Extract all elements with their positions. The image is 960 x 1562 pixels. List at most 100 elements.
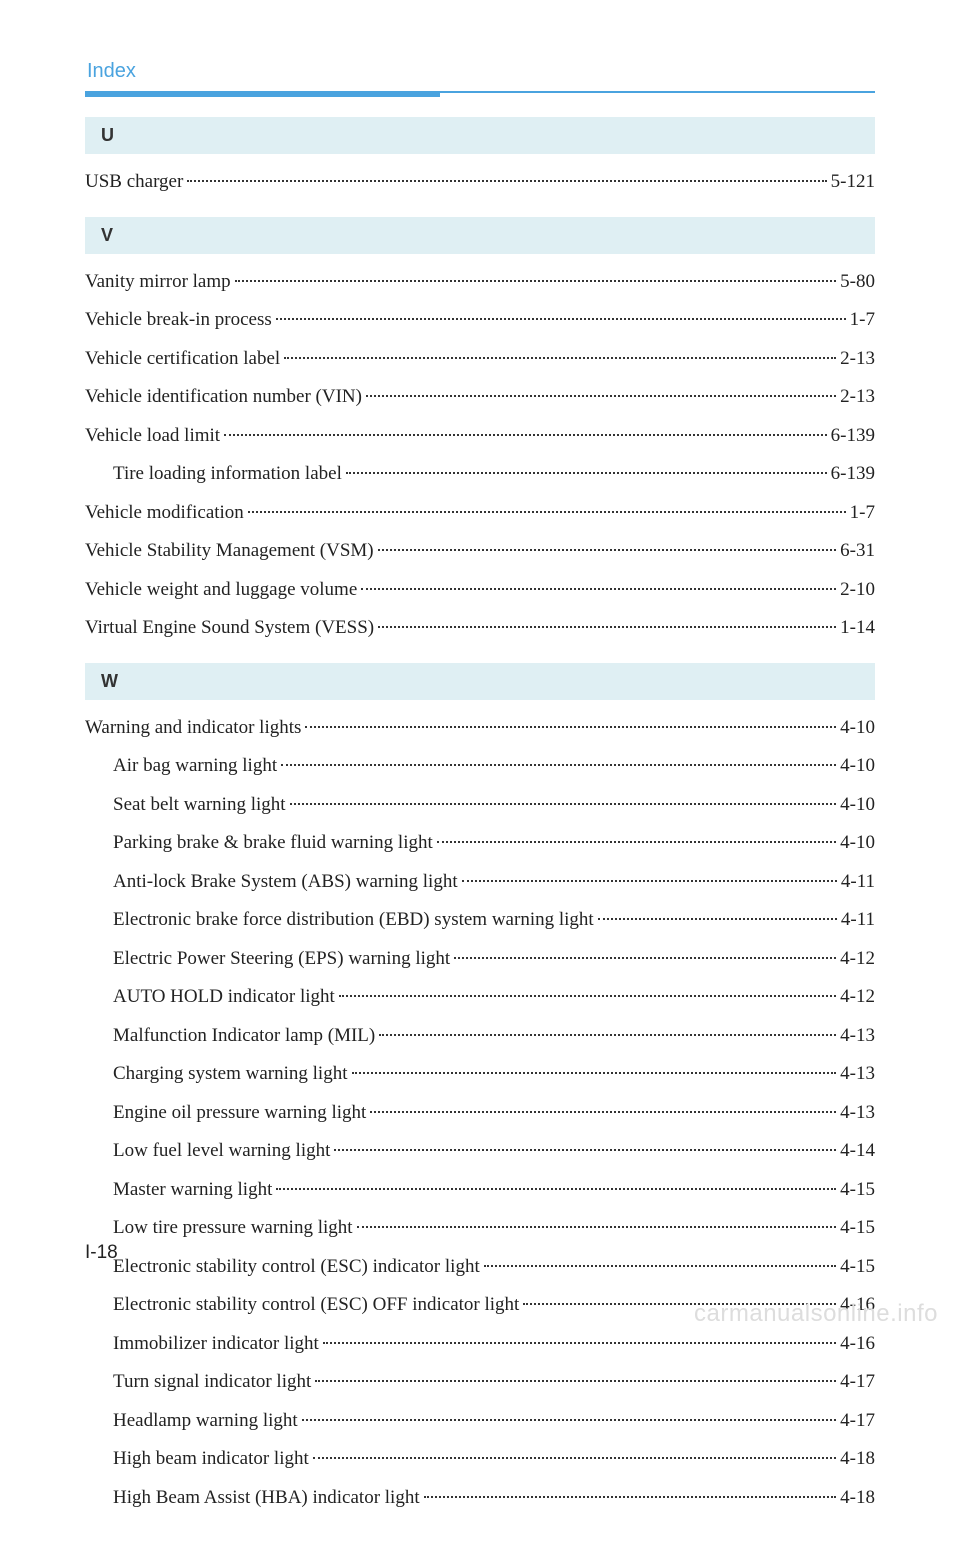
- entry-page: 4-13: [840, 1099, 875, 1128]
- entry-page: 2-13: [840, 383, 875, 412]
- entry-leader-dots: [313, 1457, 836, 1459]
- entry-page: 4-15: [840, 1214, 875, 1243]
- entry-page: 4-15: [840, 1253, 875, 1282]
- index-entry: Electric Power Steering (EPS) warning li…: [85, 945, 875, 974]
- entry-label: Electric Power Steering (EPS) warning li…: [113, 945, 450, 974]
- entry-leader-dots: [339, 995, 836, 997]
- index-entry: Turn signal indicator light 4-17: [85, 1368, 875, 1397]
- entry-label: Seat belt warning light: [113, 791, 286, 820]
- entry-leader-dots: [454, 957, 836, 959]
- header-rule-thin: [440, 91, 875, 93]
- index-entry: Immobilizer indicator light 4-16: [85, 1330, 875, 1359]
- entry-label: Low tire pressure warning light: [113, 1214, 353, 1243]
- entry-page: 4-12: [840, 983, 875, 1012]
- entry-label: Warning and indicator lights: [85, 714, 301, 743]
- entry-page: 2-10: [840, 576, 875, 605]
- entry-leader-dots: [378, 549, 837, 551]
- entry-label: Vehicle weight and luggage volume: [85, 576, 357, 605]
- entry-page: 4-14: [840, 1137, 875, 1166]
- entry-leader-dots: [305, 726, 836, 728]
- index-entry: USB charger 5-121: [85, 168, 875, 197]
- watermark: carmanualsonline.info: [694, 1300, 938, 1328]
- entry-page: 4-16: [840, 1330, 875, 1359]
- entry-page: 4-12: [840, 945, 875, 974]
- entry-label: Electronic stability control (ESC) OFF i…: [113, 1291, 519, 1320]
- index-entry: Vehicle Stability Management (VSM) 6-31: [85, 537, 875, 566]
- entry-label: High Beam Assist (HBA) indicator light: [113, 1484, 420, 1513]
- entry-label: Anti-lock Brake System (ABS) warning lig…: [113, 868, 458, 897]
- entry-label: Parking brake & brake fluid warning ligh…: [113, 829, 433, 858]
- page-number: I-18: [85, 1242, 118, 1264]
- entry-leader-dots: [334, 1149, 836, 1151]
- index-entry: High beam indicator light 4-18: [85, 1445, 875, 1474]
- index-entry: Warning and indicator lights 4-10: [85, 714, 875, 743]
- entry-page: 4-18: [840, 1484, 875, 1513]
- entry-label: Low fuel level warning light: [113, 1137, 330, 1166]
- entry-leader-dots: [378, 626, 836, 628]
- index-entry: Vehicle weight and luggage volume 2-10: [85, 576, 875, 605]
- header-rule: [85, 91, 875, 97]
- index-entry: Anti-lock Brake System (ABS) warning lig…: [85, 868, 875, 897]
- entry-page: 6-139: [831, 422, 875, 451]
- index-entry: Vehicle modification 1-7: [85, 499, 875, 528]
- index-entry: Electronic brake force distribution (EBD…: [85, 906, 875, 935]
- index-entry: Vehicle certification label 2-13: [85, 345, 875, 374]
- entry-leader-dots: [235, 280, 837, 282]
- entry-label: Vehicle Stability Management (VSM): [85, 537, 374, 566]
- entry-leader-dots: [598, 918, 837, 920]
- index-entry: Vehicle identification number (VIN) 2-13: [85, 383, 875, 412]
- entry-page: 5-121: [831, 168, 875, 197]
- entry-label: Malfunction Indicator lamp (MIL): [113, 1022, 375, 1051]
- entry-label: Air bag warning light: [113, 752, 277, 781]
- entry-label: AUTO HOLD indicator light: [113, 983, 335, 1012]
- index-entry: Low tire pressure warning light 4-15: [85, 1214, 875, 1243]
- entry-label: Electronic stability control (ESC) indic…: [113, 1253, 480, 1282]
- index-entry: Tire loading information label 6-139: [85, 460, 875, 489]
- entry-label: Electronic brake force distribution (EBD…: [113, 906, 594, 935]
- index-entry: Master warning light 4-15: [85, 1176, 875, 1205]
- entry-leader-dots: [379, 1034, 836, 1036]
- entry-leader-dots: [281, 764, 836, 766]
- entry-page: 1-14: [840, 614, 875, 643]
- entry-label: Tire loading information label: [113, 460, 342, 489]
- index-entry: Seat belt warning light 4-10: [85, 791, 875, 820]
- entry-label: Vanity mirror lamp: [85, 268, 231, 297]
- entry-leader-dots: [187, 180, 826, 182]
- index-entry: Vehicle load limit 6-139: [85, 422, 875, 451]
- entry-page: 4-11: [841, 906, 875, 935]
- entry-label: Engine oil pressure warning light: [113, 1099, 366, 1128]
- entry-leader-dots: [276, 1188, 836, 1190]
- entry-leader-dots: [424, 1496, 837, 1498]
- entry-label: Vehicle modification: [85, 499, 244, 528]
- entry-page: 4-15: [840, 1176, 875, 1205]
- index-entry: High Beam Assist (HBA) indicator light 4…: [85, 1484, 875, 1513]
- entry-leader-dots: [484, 1265, 836, 1267]
- index-entry: Virtual Engine Sound System (VESS) 1-14: [85, 614, 875, 643]
- entry-page: 4-13: [840, 1022, 875, 1051]
- index-entry: AUTO HOLD indicator light 4-12: [85, 983, 875, 1012]
- entry-label: Vehicle break-in process: [85, 306, 272, 335]
- section-header: V: [85, 217, 875, 254]
- entry-leader-dots: [366, 395, 836, 397]
- entry-label: Immobilizer indicator light: [113, 1330, 319, 1359]
- entry-page: 4-10: [840, 829, 875, 858]
- entry-page: 1-7: [850, 499, 875, 528]
- entry-leader-dots: [315, 1380, 836, 1382]
- entry-leader-dots: [276, 318, 846, 320]
- entry-label: Vehicle certification label: [85, 345, 280, 374]
- entry-page: 2-13: [840, 345, 875, 374]
- entry-leader-dots: [290, 803, 837, 805]
- entry-leader-dots: [346, 472, 827, 474]
- entry-label: Vehicle load limit: [85, 422, 220, 451]
- entry-page: 6-31: [840, 537, 875, 566]
- index-entry: Malfunction Indicator lamp (MIL) 4-13: [85, 1022, 875, 1051]
- index-entry: Vanity mirror lamp 5-80: [85, 268, 875, 297]
- entry-page: 1-7: [850, 306, 875, 335]
- entry-page: 4-17: [840, 1368, 875, 1397]
- entry-leader-dots: [370, 1111, 836, 1113]
- entry-leader-dots: [361, 588, 836, 590]
- entry-page: 4-10: [840, 752, 875, 781]
- entry-page: 4-11: [841, 868, 875, 897]
- header-rule-thick: [85, 91, 440, 97]
- entry-page: 4-10: [840, 791, 875, 820]
